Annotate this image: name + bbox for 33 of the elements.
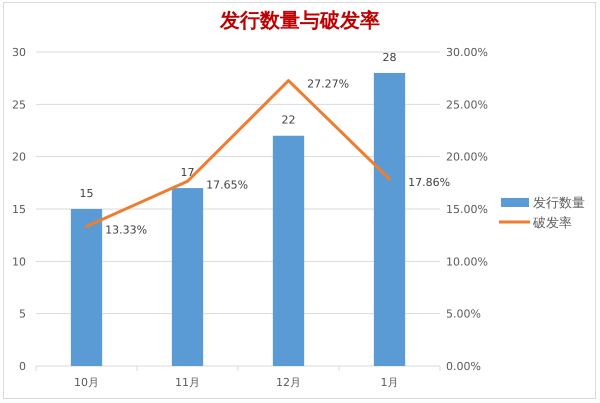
x-tick-label: 1月 — [380, 376, 398, 389]
data-label: 17.86% — [408, 176, 450, 190]
data-label: 17.65% — [206, 178, 248, 192]
y-tick-label: 30 — [12, 46, 26, 59]
y-tick-label: 25 — [12, 98, 26, 112]
chart-title: 发行数量与破发率 — [219, 8, 380, 32]
y2-tick-label: 10.00% — [446, 255, 488, 268]
y-tick-label: 15 — [12, 203, 26, 216]
y2-tick-label: 30.00% — [446, 46, 488, 59]
legend-label: 发行数量 — [533, 196, 585, 211]
x-tick-label: 11月 — [175, 376, 200, 389]
y2-tick-label: 5.00% — [446, 308, 481, 321]
bar — [172, 188, 204, 366]
bar — [374, 72, 406, 366]
bar — [272, 136, 304, 366]
bar — [70, 209, 102, 366]
y2-tick-label: 20.00% — [446, 150, 488, 164]
legend-label: 破发率 — [532, 215, 572, 231]
y2-tick-label: 0.00% — [446, 360, 481, 373]
data-label: 13.33% — [105, 223, 148, 236]
x-tick-label: 12月 — [276, 376, 301, 389]
x-tick-label: 10月 — [74, 376, 99, 389]
data-label: 27.27% — [307, 78, 350, 91]
y-tick-label: 20 — [12, 150, 26, 164]
data-label: 28 — [382, 50, 396, 64]
y-tick-label: 0 — [19, 360, 26, 373]
y-tick-label: 5 — [19, 308, 26, 321]
data-label: 22 — [282, 114, 296, 127]
y2-tick-label: 25.00% — [446, 98, 488, 112]
data-label: 17 — [180, 166, 194, 180]
data-label: 15 — [80, 187, 94, 200]
y2-tick-label: 15.00% — [446, 203, 488, 216]
y-tick-label: 10 — [12, 255, 26, 268]
